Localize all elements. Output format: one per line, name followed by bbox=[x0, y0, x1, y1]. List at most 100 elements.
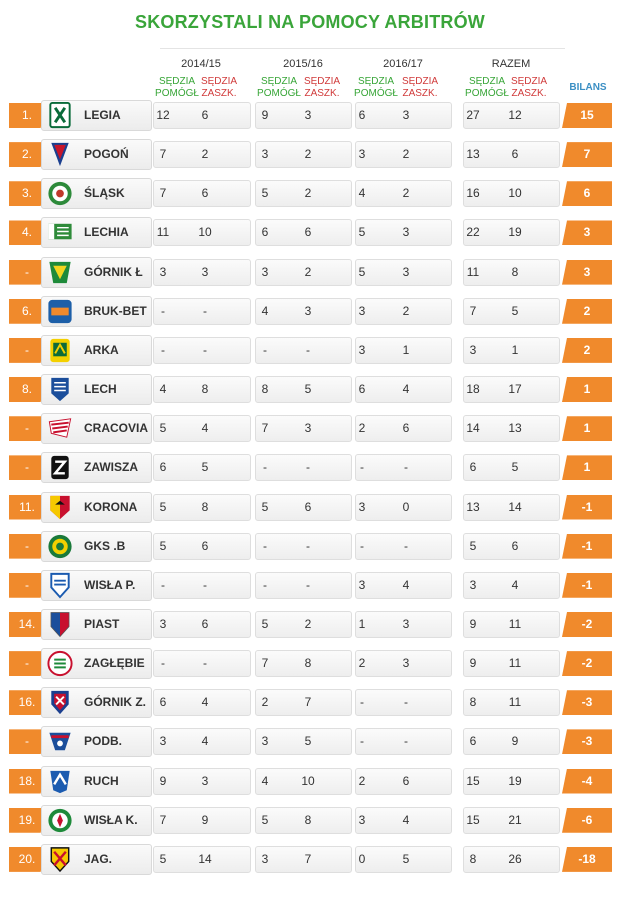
team-name: WISŁA K. bbox=[84, 812, 138, 827]
team-name: GÓRNIK Ł bbox=[84, 264, 143, 279]
table-row: - ZAWISZA 6 5 - - - - 6 5 1 bbox=[0, 451, 620, 484]
referee-helped-label-line1: SĘDZIA bbox=[468, 76, 506, 87]
referee-helped-value: 5 bbox=[159, 851, 167, 866]
referee-harmed-value: 10 bbox=[508, 186, 522, 201]
season-cell bbox=[355, 180, 452, 208]
referee-helped-value: - bbox=[360, 695, 364, 710]
referee-harmed-value: 11 bbox=[508, 616, 522, 631]
referee-harmed-value: 6 bbox=[304, 225, 312, 240]
team-name: ŚLĄSK bbox=[84, 186, 125, 201]
referee-harmed-value: 3 bbox=[402, 264, 410, 279]
referee-harmed-value: 2 bbox=[304, 264, 312, 279]
season-cell bbox=[355, 493, 452, 521]
bilans-badge: -3 bbox=[562, 690, 612, 716]
referee-helped-value: 5 bbox=[261, 499, 269, 514]
referee-harmed-value: 9 bbox=[201, 812, 209, 827]
season-cell bbox=[153, 767, 251, 795]
referee-helped-value: 6 bbox=[469, 734, 477, 749]
referee-helped-value: - bbox=[360, 538, 364, 553]
referee-helped-value: 5 bbox=[159, 421, 167, 436]
referee-harmed-value: 6 bbox=[304, 499, 312, 514]
referee-harmed-value: 4 bbox=[201, 421, 209, 436]
season-cell bbox=[255, 728, 352, 756]
season-cell bbox=[463, 650, 560, 678]
season-cell bbox=[355, 728, 452, 756]
referee-harmed-value: 1 bbox=[402, 342, 410, 357]
bilans-badge: 2 bbox=[562, 337, 612, 363]
referee-harmed-value: 6 bbox=[402, 421, 410, 436]
bilans-badge: -3 bbox=[562, 729, 612, 755]
referee-harmed-value: 19 bbox=[508, 225, 522, 240]
season-cell bbox=[355, 806, 452, 834]
season-cell bbox=[463, 102, 560, 129]
referee-helped-label-line2: POMÓGŁ bbox=[155, 88, 199, 99]
referee-harmed-value: 4 bbox=[402, 382, 410, 397]
team-name: BRUK-BET bbox=[84, 303, 147, 318]
season-cell bbox=[255, 141, 352, 169]
cracovia-crest-icon bbox=[45, 414, 75, 443]
referee-helped-value: 3 bbox=[159, 616, 167, 631]
bilans-badge: 3 bbox=[562, 259, 612, 285]
rank-badge: 20. bbox=[9, 846, 45, 872]
table-row: 4. LECHIA 11 10 6 6 5 3 22 19 3 bbox=[0, 216, 620, 249]
referee-helped-value: 6 bbox=[159, 695, 167, 710]
referee-helped-header: SĘDZIA POMÓGŁ bbox=[463, 76, 511, 100]
season-cell bbox=[355, 415, 452, 443]
referee-harmed-value: 17 bbox=[508, 382, 522, 397]
table-row: 1. LEGIA 12 6 9 3 6 3 27 12 15 bbox=[0, 99, 620, 132]
referee-harmed-value: - bbox=[306, 577, 310, 592]
referee-harmed-label-line1: SĘDZIA bbox=[401, 76, 439, 87]
referee-harmed-value: 3 bbox=[402, 108, 410, 122]
referee-helped-value: 7 bbox=[261, 656, 269, 671]
referee-harmed-value: 8 bbox=[511, 264, 519, 279]
season-cell bbox=[355, 141, 452, 169]
zawisza-crest-icon bbox=[45, 453, 75, 482]
referee-helped-value: 7 bbox=[159, 812, 167, 827]
season-cell bbox=[153, 454, 251, 482]
table-row: 16. GÓRNIK Z. 6 4 2 7 - - 8 11 -3 bbox=[0, 686, 620, 719]
table-row: 2. POGOŃ 7 2 3 2 3 2 13 6 7 bbox=[0, 138, 620, 171]
bilans-badge: -2 bbox=[562, 611, 612, 637]
referee-helped-value: 5 bbox=[261, 186, 269, 201]
rank-badge: 2. bbox=[9, 142, 45, 168]
referee-harmed-header: SĘDZIA ZASZK. bbox=[195, 76, 243, 100]
season-cell bbox=[463, 336, 560, 364]
referee-helped-value: 27 bbox=[466, 108, 480, 122]
season-header: 2014/15 bbox=[181, 58, 221, 70]
referee-helped-value: 4 bbox=[261, 773, 269, 788]
referee-helped-value: 5 bbox=[159, 499, 167, 514]
season-cell bbox=[463, 689, 560, 717]
rank-badge: 4. bbox=[9, 220, 45, 246]
team-name: LECH bbox=[84, 382, 117, 397]
rank-badge: 18. bbox=[9, 768, 45, 794]
referee-harmed-value: 14 bbox=[508, 499, 522, 514]
team-name: RUCH bbox=[84, 773, 119, 788]
referee-harmed-value: 3 bbox=[402, 656, 410, 671]
season-cell bbox=[153, 728, 251, 756]
season-cell bbox=[355, 650, 452, 678]
referee-harmed-value: - bbox=[203, 342, 207, 357]
season-cell bbox=[355, 102, 452, 129]
referee-helped-value: 5 bbox=[261, 616, 269, 631]
season-cell bbox=[255, 689, 352, 717]
referee-helped-value: 3 bbox=[358, 577, 366, 592]
referee-helped-value: 9 bbox=[469, 616, 477, 631]
referee-harmed-value: 5 bbox=[402, 851, 410, 866]
season-cell bbox=[463, 454, 560, 482]
referee-harmed-value: 3 bbox=[201, 773, 209, 788]
referee-helped-value: 11 bbox=[466, 264, 480, 279]
table-row: 14. PIAST 3 6 5 2 1 3 9 11 -2 bbox=[0, 608, 620, 641]
team-name: LECHIA bbox=[84, 225, 129, 240]
legia-crest-icon bbox=[45, 101, 75, 130]
zaglebie-crest-icon bbox=[45, 649, 75, 678]
table-row: - WISŁA P. - - - - 3 4 3 4 -1 bbox=[0, 569, 620, 602]
referee-helped-value: 5 bbox=[358, 225, 366, 240]
referee-harmed-value: 2 bbox=[402, 147, 410, 162]
season-cell bbox=[355, 610, 452, 638]
pogon-crest-icon bbox=[45, 140, 75, 169]
referee-harmed-value: - bbox=[203, 303, 207, 318]
referee-helped-value: 6 bbox=[261, 225, 269, 240]
bilans-badge: -1 bbox=[562, 533, 612, 559]
referee-harmed-value: 6 bbox=[201, 538, 209, 553]
referee-harmed-value: 8 bbox=[304, 812, 312, 827]
